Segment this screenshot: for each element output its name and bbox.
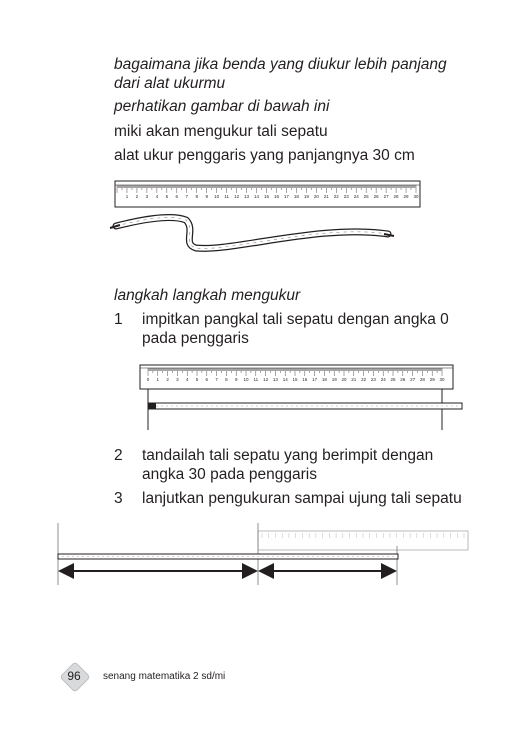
ruler-label: 4 [156, 194, 159, 199]
ruler-label: 21 [324, 194, 330, 199]
steps-heading: langkah langkah mengukur [114, 287, 301, 304]
ruler-label: 2 [166, 377, 169, 382]
book-title: senang matematika 2 sd/mi [103, 671, 226, 682]
step-1-text-line-1: impitkan pangkal tali sepatu dengan angk… [142, 311, 449, 328]
ruler-label: 19 [304, 194, 310, 199]
ruler-label: 27 [384, 194, 390, 199]
ruler-label: 7 [186, 194, 189, 199]
ruler-label: 22 [334, 194, 340, 199]
intro-line-5: alat ukur penggaris yang panjangnya 30 c… [114, 147, 415, 164]
ruler-label: 30 [413, 194, 419, 199]
ruler-label: 24 [381, 377, 387, 382]
ruler-label: 20 [314, 194, 320, 199]
ruler-label: 28 [394, 194, 400, 199]
page-number-badge: 96 [59, 661, 91, 693]
intro-line-4: miki akan mengukur tali sepatu [114, 123, 328, 140]
ruler-label: 29 [404, 194, 410, 199]
page-number: 96 [67, 669, 81, 683]
ruler-label: 14 [254, 194, 260, 199]
step-3-text-line-1: lanjutkan pengukuran sampai ujung tali s… [142, 490, 462, 507]
ruler-label: 9 [205, 194, 208, 199]
ruler-label: 1 [126, 194, 129, 199]
ruler-label: 4 [186, 377, 189, 382]
ruler-3-ticks [261, 533, 465, 538]
ruler-label: 10 [214, 194, 220, 199]
ruler-label: 8 [225, 377, 228, 382]
ruler-label: 22 [361, 377, 367, 382]
ruler-label: 15 [264, 194, 270, 199]
ruler-label: 24 [354, 194, 360, 199]
ruler-label: 25 [364, 194, 370, 199]
ruler-label: 30 [439, 377, 445, 382]
ruler-label: 16 [274, 194, 280, 199]
ruler-label: 23 [344, 194, 350, 199]
ruler-label: 11 [253, 377, 258, 382]
ruler-label: 6 [206, 377, 209, 382]
ruler-label: 27 [410, 377, 416, 382]
ruler-label: 0 [147, 377, 150, 382]
step-3-number: 3 [114, 490, 123, 507]
step-1-text-line-2: pada penggaris [142, 330, 249, 347]
ruler-label: 1 [157, 377, 160, 382]
step-1-number: 1 [114, 311, 123, 328]
ruler-label: 21 [351, 377, 357, 382]
ruler-label: 2 [136, 194, 139, 199]
ruler-label: 12 [263, 377, 269, 382]
ruler-label: 17 [284, 194, 290, 199]
ruler-label: 20 [341, 377, 347, 382]
ruler-label: 5 [196, 377, 199, 382]
ruler-label: 9 [235, 377, 238, 382]
ruler-1-ticks: 1 2 3 4 5 6 7 8 9 10 11 12 13 14 15 16 17 18 19 20 21 22 23 24 2… [116, 185, 419, 199]
ruler-2-ticks: 0 1 2 3 4 5 6 7 8 9 10 11 12 13 14 15 16 17 18 19 20 21 22 23 24… [147, 368, 445, 382]
intro-line-1: bagaimana jika benda yang diukur lebih p… [114, 56, 447, 73]
ruler-label: 8 [195, 194, 198, 199]
ruler-label: 28 [420, 377, 426, 382]
ruler-label: 17 [312, 377, 318, 382]
step-2-text-line-2: angka 30 pada penggaris [142, 466, 317, 483]
ruler-label: 26 [400, 377, 406, 382]
ruler-label: 6 [176, 194, 179, 199]
intro-line-2: dari alat ukurmu [114, 75, 226, 92]
ruler-label: 19 [332, 377, 338, 382]
ruler-label: 14 [283, 377, 289, 382]
ruler-label: 15 [292, 377, 298, 382]
ruler-label: 23 [371, 377, 377, 382]
ruler-label: 13 [244, 194, 250, 199]
ruler-label: 10 [243, 377, 249, 382]
ruler-label: 5 [166, 194, 169, 199]
ruler-label: 16 [302, 377, 308, 382]
ruler-label: 18 [322, 377, 328, 382]
ruler-label: 3 [146, 194, 149, 199]
ruler-label: 18 [294, 194, 300, 199]
step-2-text-line-1: tandailah tali sepatu yang berimpit deng… [142, 447, 434, 464]
ruler-label: 25 [390, 377, 396, 382]
ruler-label: 13 [273, 377, 279, 382]
ruler-label: 26 [374, 194, 380, 199]
intro-line-3: perhatikan gambar di bawah ini [114, 98, 330, 115]
ruler-label: 29 [430, 377, 436, 382]
ruler-label: 11 [224, 194, 229, 199]
step-2-number: 2 [114, 447, 123, 464]
ruler-label: 7 [215, 377, 218, 382]
ruler-label: 3 [176, 377, 179, 382]
ruler-label: 12 [234, 194, 240, 199]
